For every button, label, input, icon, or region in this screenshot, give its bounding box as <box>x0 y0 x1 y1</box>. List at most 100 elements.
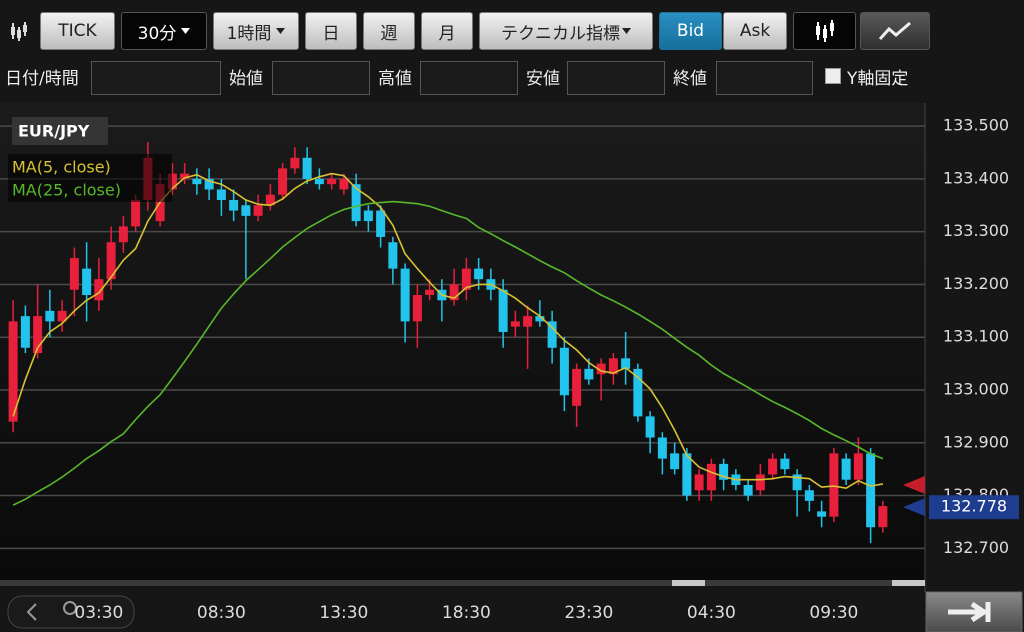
y-tick-label: 133.400 <box>943 168 1009 187</box>
y-tick-label: 132.900 <box>943 432 1009 451</box>
candle-body <box>33 316 43 354</box>
candle-body <box>8 321 18 422</box>
y-tick-label: 132.700 <box>943 538 1009 557</box>
checkbox-label: Y軸固定 <box>847 69 909 89</box>
candle-body <box>584 368 594 380</box>
candle-body <box>204 178 214 190</box>
back-icon[interactable] <box>26 603 37 621</box>
candle-body <box>412 295 422 322</box>
candle-body <box>853 453 863 480</box>
last-price-label: 132.778 <box>941 497 1007 516</box>
candle-body <box>94 279 104 301</box>
button-label: 1時間 <box>226 23 272 44</box>
candle-body <box>706 463 716 491</box>
candle-body <box>82 268 92 295</box>
last-price-box <box>929 495 1019 520</box>
ask-button[interactable]: Ask <box>723 12 787 50</box>
icon <box>815 20 834 42</box>
scrollbar-thumb[interactable] <box>892 580 925 586</box>
candle-body <box>817 511 827 517</box>
field-label: 日付/時間 <box>5 69 79 89</box>
candle-body <box>694 474 704 491</box>
candle-body <box>866 453 876 528</box>
candle-body <box>657 437 667 459</box>
scrollbar-thumb[interactable] <box>672 580 705 586</box>
candle-body <box>20 316 30 348</box>
dropdown-arrow <box>276 28 286 34</box>
candle-body <box>192 178 202 185</box>
candle-body <box>180 173 190 179</box>
candle-body <box>290 157 300 169</box>
month-button[interactable]: 月 <box>421 12 473 50</box>
candle-body <box>547 321 557 348</box>
candle-body <box>229 200 239 211</box>
x-tick-label: 13:30 <box>319 603 368 623</box>
field-label: 始値 <box>229 69 263 89</box>
field-box <box>420 61 518 95</box>
icon <box>11 22 27 41</box>
candle-body <box>559 347 569 396</box>
candle-body <box>510 321 520 327</box>
candle-body <box>376 210 386 237</box>
legend-box <box>8 154 172 202</box>
candle-body <box>167 173 177 190</box>
candle-body <box>474 268 484 280</box>
candle-body <box>535 316 545 322</box>
candle-body <box>768 458 778 475</box>
candle-body <box>719 463 729 480</box>
candle-body <box>572 368 582 406</box>
zoom-control[interactable] <box>7 595 135 629</box>
candle-body <box>792 474 802 491</box>
candle-icon[interactable] <box>4 12 34 50</box>
candle-body <box>596 363 606 375</box>
candle-body <box>302 157 312 179</box>
candle-mode-button[interactable] <box>793 12 856 50</box>
ma-line <box>12 172 884 490</box>
latest-icon <box>948 601 991 623</box>
candle-body <box>780 458 790 470</box>
candle-body <box>670 453 680 470</box>
candle-body <box>57 310 67 322</box>
candle-body <box>363 210 373 222</box>
dropdown-arrow <box>622 28 631 34</box>
x-tick-label: 23:30 <box>564 603 613 623</box>
tick-button[interactable]: TICK <box>40 12 115 50</box>
candle-body <box>682 453 692 496</box>
candle-body <box>400 268 410 322</box>
bid-button[interactable]: Bid <box>659 12 722 50</box>
zoom-icon[interactable] <box>63 601 77 615</box>
checkbox[interactable] <box>825 68 841 84</box>
interval-dropdown[interactable]: 30分 <box>121 12 207 50</box>
line-mode-button[interactable] <box>860 12 930 50</box>
icon <box>878 21 911 41</box>
candle-body <box>523 316 533 327</box>
candle-body <box>829 453 839 517</box>
field-label: 終値 <box>673 69 707 89</box>
chart-title: EUR/JPY <box>18 122 90 141</box>
candle-body <box>131 200 141 227</box>
indicator-dropdown[interactable]: テクニカル指標 <box>479 12 653 50</box>
candle-body <box>278 168 288 195</box>
candle-body <box>449 284 459 301</box>
field-box <box>91 61 221 95</box>
field-label: 安値 <box>526 69 560 89</box>
candle-body <box>804 490 814 501</box>
field-box <box>272 61 370 95</box>
candle-body <box>339 178 349 190</box>
ma-line <box>12 200 884 506</box>
interval-dropdown[interactable]: 1時間 <box>213 12 299 50</box>
y-tick-label: 133.100 <box>943 327 1009 346</box>
candle-body <box>425 289 435 295</box>
y-tick-label: 133.000 <box>943 380 1009 399</box>
dropdown-arrow <box>181 28 191 34</box>
y-tick-label: 133.200 <box>943 274 1009 293</box>
week-button[interactable]: 週 <box>363 12 415 50</box>
x-tick-label: 03:30 <box>74 603 123 623</box>
field-box <box>567 61 665 95</box>
day-button[interactable]: 日 <box>305 12 357 50</box>
candle-body <box>253 205 263 216</box>
legend-entry: MA(5, close) <box>12 158 111 177</box>
button-label: 30分 <box>137 23 177 44</box>
candle-body <box>314 178 324 185</box>
